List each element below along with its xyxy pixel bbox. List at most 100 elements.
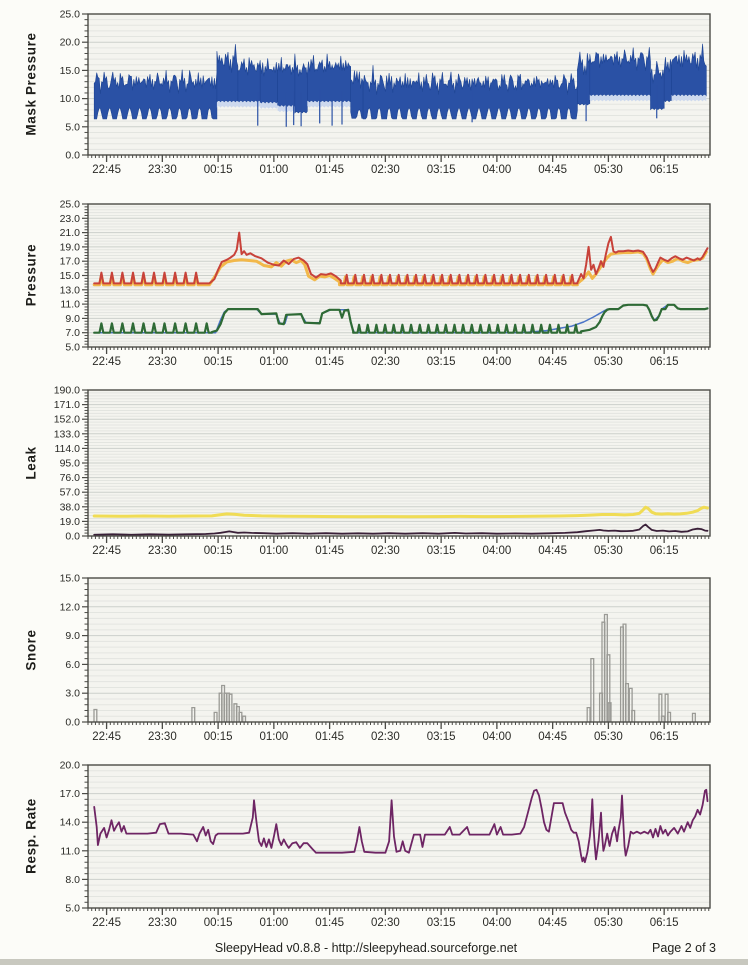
- series: [93, 788, 709, 864]
- svg-text:06:15: 06:15: [650, 917, 679, 929]
- svg-text:23:30: 23:30: [148, 164, 177, 176]
- svg-text:22:45: 22:45: [92, 164, 121, 176]
- svg-text:38.0: 38.0: [60, 501, 81, 513]
- svg-text:04:00: 04:00: [482, 731, 511, 743]
- svg-text:15.0: 15.0: [60, 65, 81, 77]
- svg-text:3.0: 3.0: [65, 688, 80, 700]
- svg-text:03:15: 03:15: [427, 731, 456, 743]
- series: [92, 231, 709, 334]
- axis-ticks: [82, 13, 710, 162]
- svg-text:01:00: 01:00: [259, 356, 288, 368]
- svg-text:9.0: 9.0: [65, 313, 80, 325]
- svg-text:171.0: 171.0: [54, 399, 80, 411]
- svg-text:03:15: 03:15: [427, 164, 456, 176]
- svg-text:11.0: 11.0: [60, 845, 80, 857]
- svg-text:04:45: 04:45: [538, 731, 567, 743]
- svg-text:21.0: 21.0: [60, 227, 81, 239]
- svg-text:0.0: 0.0: [65, 717, 80, 729]
- svg-text:04:00: 04:00: [482, 545, 511, 557]
- svg-text:06:15: 06:15: [650, 164, 679, 176]
- svg-text:25.0: 25.0: [60, 199, 81, 211]
- svg-text:25.0: 25.0: [60, 9, 81, 21]
- svg-text:06:15: 06:15: [650, 356, 679, 368]
- svg-text:13.0: 13.0: [60, 284, 81, 296]
- svg-text:02:30: 02:30: [371, 356, 400, 368]
- axis-labels: 0.0 3.0 6.0 9.0 12.0 15.0 22:45 23:30 00:15 01:00…: [60, 573, 679, 744]
- svg-text:01:00: 01:00: [259, 917, 288, 929]
- mask-pressure-chart: 0.0 5.0 10.0 15.0 20.0 25.0 22:45 23:30 00:15 01:…: [60, 9, 711, 177]
- svg-text:01:00: 01:00: [259, 164, 288, 176]
- leak-chart: 0.0 19.0 38.0 57.0 76.0 95.0 114.0 133.0 152.0 17…: [54, 385, 711, 557]
- svg-text:03:15: 03:15: [427, 917, 456, 929]
- svg-text:14.0: 14.0: [60, 817, 81, 829]
- svg-text:02:30: 02:30: [371, 545, 400, 557]
- svg-text:0.0: 0.0: [65, 531, 80, 543]
- mask-pressure-axis-title: Mask Pressure: [23, 32, 39, 136]
- svg-text:01:45: 01:45: [315, 164, 344, 176]
- scan-edge-band: [0, 959, 748, 965]
- svg-text:23:30: 23:30: [148, 731, 177, 743]
- svg-text:02:30: 02:30: [371, 731, 400, 743]
- svg-text:00:15: 00:15: [204, 164, 233, 176]
- svg-text:04:00: 04:00: [482, 356, 511, 368]
- svg-text:23:30: 23:30: [148, 917, 177, 929]
- svg-text:6.0: 6.0: [65, 659, 80, 671]
- svg-text:04:45: 04:45: [538, 356, 567, 368]
- svg-text:04:45: 04:45: [538, 917, 567, 929]
- svg-text:17.0: 17.0: [60, 256, 81, 268]
- svg-text:06:15: 06:15: [650, 731, 679, 743]
- svg-text:10.0: 10.0: [60, 93, 81, 105]
- svg-text:05:30: 05:30: [594, 731, 623, 743]
- svg-text:00:15: 00:15: [204, 356, 233, 368]
- svg-text:57.0: 57.0: [60, 487, 81, 499]
- page-number: Page 2 of 3: [652, 941, 716, 955]
- svg-text:12.0: 12.0: [60, 601, 81, 613]
- page-footer: SleepyHead v0.8.8 - http://sleepyhead.so…: [0, 941, 748, 961]
- gridlines: [88, 392, 710, 534]
- svg-text:23:30: 23:30: [148, 356, 177, 368]
- svg-text:02:30: 02:30: [371, 164, 400, 176]
- svg-text:22:45: 22:45: [92, 917, 121, 929]
- svg-text:00:15: 00:15: [204, 917, 233, 929]
- svg-text:190.0: 190.0: [54, 385, 80, 397]
- axis-ticks: [82, 389, 710, 543]
- svg-text:04:45: 04:45: [538, 164, 567, 176]
- svg-text:01:00: 01:00: [259, 731, 288, 743]
- svg-text:152.0: 152.0: [54, 414, 80, 426]
- svg-text:00:15: 00:15: [204, 545, 233, 557]
- svg-text:19.0: 19.0: [60, 516, 81, 528]
- svg-text:01:45: 01:45: [315, 917, 344, 929]
- svg-text:01:45: 01:45: [315, 731, 344, 743]
- resp-rate-chart: 5.0 8.0 11.0 14.0 17.0 20.0 22:45 23:30 00:15 01:…: [60, 760, 711, 929]
- svg-text:95.0: 95.0: [60, 458, 81, 470]
- svg-text:11.0: 11.0: [60, 299, 80, 311]
- svg-text:02:30: 02:30: [371, 917, 400, 929]
- svg-text:22:45: 22:45: [92, 545, 121, 557]
- svg-text:5.0: 5.0: [65, 121, 80, 133]
- svg-text:19.0: 19.0: [60, 241, 81, 253]
- axis-labels: 0.0 5.0 10.0 15.0 20.0 25.0 22:45 23:30 00:15 01:…: [60, 9, 679, 177]
- leak-axis-title: Leak: [23, 446, 39, 480]
- svg-text:22:45: 22:45: [92, 731, 121, 743]
- axis-labels: 5.0 7.0 9.0 11.0 13.0 15.0 17.0 19.0 21.0 23.0 25.…: [60, 199, 679, 369]
- svg-text:5.0: 5.0: [65, 903, 80, 915]
- series: [93, 43, 707, 127]
- svg-text:15.0: 15.0: [60, 270, 81, 282]
- series: [92, 505, 709, 536]
- snore-axis-title: Snore: [23, 629, 39, 671]
- svg-text:15.0: 15.0: [60, 573, 81, 585]
- app-version-url: SleepyHead v0.8.8 - http://sleepyhead.so…: [214, 941, 518, 955]
- svg-text:05:30: 05:30: [594, 356, 623, 368]
- svg-text:0.0: 0.0: [65, 150, 80, 162]
- svg-text:03:15: 03:15: [427, 356, 456, 368]
- svg-text:05:30: 05:30: [594, 545, 623, 557]
- svg-text:01:45: 01:45: [315, 545, 344, 557]
- svg-text:05:30: 05:30: [594, 164, 623, 176]
- svg-text:114.0: 114.0: [55, 443, 81, 455]
- svg-text:22:45: 22:45: [92, 356, 121, 368]
- svg-text:04:00: 04:00: [482, 164, 511, 176]
- svg-text:7.0: 7.0: [65, 327, 80, 339]
- svg-text:23:30: 23:30: [148, 545, 177, 557]
- series: [93, 613, 696, 722]
- axis-ticks: [82, 764, 710, 915]
